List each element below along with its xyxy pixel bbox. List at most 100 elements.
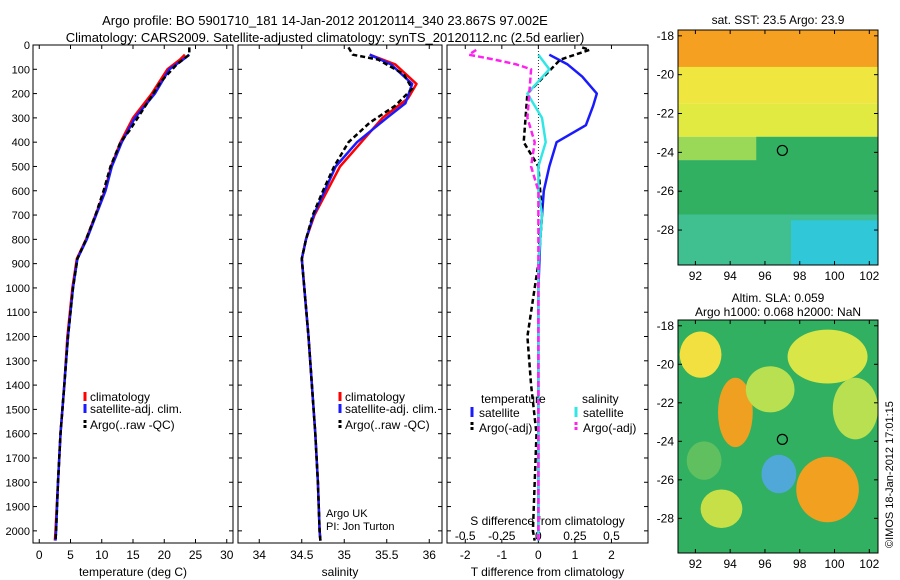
sla_map-ytick-label: -22 xyxy=(657,396,675,410)
depth-tick-label: 0 xyxy=(24,40,30,52)
depth-tick-label: 100 xyxy=(12,64,30,76)
temperature-xtick-label: 20 xyxy=(158,548,172,562)
sla_map-ytick-label: -18 xyxy=(657,319,675,333)
sst_map-xtick-label: 96 xyxy=(758,269,772,283)
sst_map-argo-location-marker xyxy=(776,144,788,157)
sla_map-ytick-label: -26 xyxy=(657,473,675,487)
sst_map-ytick-label: -24 xyxy=(657,145,675,159)
sst_map-ytick-label: -18 xyxy=(657,29,675,43)
salinity-diff-tick-label: -0.5 xyxy=(455,529,476,543)
depth-tick-label: 500 xyxy=(12,161,30,173)
depth-tick-label: 1000 xyxy=(6,283,30,295)
difference-legend-title: temperature xyxy=(481,392,546,406)
temperature-xtick-label: 0 xyxy=(36,548,43,562)
salinity-xtick-label: 34.5 xyxy=(290,548,314,562)
sst_map-region xyxy=(678,103,878,137)
depth-tick-label: 1600 xyxy=(6,429,30,441)
depth-tick-label: 800 xyxy=(12,234,30,246)
salinity-xlabel: salinity xyxy=(322,565,359,579)
difference-legend-label: satellite xyxy=(479,406,520,420)
sla_map-title: Altim. SLA: 0.059 xyxy=(732,291,825,305)
sst_map-region xyxy=(791,220,878,265)
difference-axes-box xyxy=(446,44,649,544)
depth-tick-label: 1800 xyxy=(6,477,30,489)
sla_map-xtick-label: 96 xyxy=(758,557,772,571)
sla_map-anomaly-blob xyxy=(686,441,722,480)
sla_map-ytick-label: -24 xyxy=(657,434,675,448)
sla_map-anomaly-blob xyxy=(787,329,868,384)
difference-legend-label: Argo(-adj) xyxy=(583,421,636,435)
salinity-series-climatology xyxy=(300,53,418,541)
sla_map-xtick-label: 94 xyxy=(723,557,737,571)
sla_map-ytick-label: -28 xyxy=(657,511,675,525)
sla_map-xtick-label: 92 xyxy=(689,557,703,571)
sst_map-xtick-label: 92 xyxy=(689,269,703,283)
sla_map-ytick-label: -20 xyxy=(657,357,675,371)
difference-legend-label: satellite xyxy=(583,406,624,420)
salinity-diff-tick-label: 0.5 xyxy=(603,529,620,543)
sst_map-axes-box xyxy=(677,29,879,266)
title-line-2: Climatology: CARS2009. Satellite-adjuste… xyxy=(66,30,585,45)
depth-tick-label: 300 xyxy=(12,113,30,125)
sla_map-anomaly-blob xyxy=(745,366,795,413)
temperature-legend-label: satellite-adj. clim. xyxy=(90,402,182,416)
depth-tick-label: 1300 xyxy=(6,356,30,368)
temperature-xlabel: temperature (deg C) xyxy=(79,565,187,579)
sla_map-subtitle: Argo h1000: 0.068 h2000: NaN xyxy=(695,305,861,319)
temperature-xtick-label: 5 xyxy=(67,548,74,562)
depth-tick-label: 200 xyxy=(12,89,30,101)
sst_map-ytick-label: -22 xyxy=(657,107,675,121)
difference-series-salinity-argo-adj- xyxy=(467,48,540,541)
sst_map-ytick-label: -20 xyxy=(657,68,675,82)
depth-tick-label: 1700 xyxy=(6,453,30,465)
sst_map-xtick-label: 102 xyxy=(859,269,879,283)
annotation-line-2: PI: Jon Turton xyxy=(326,521,394,533)
depth-tick-label: 1500 xyxy=(6,404,30,416)
depth-tick-label: 2000 xyxy=(6,526,30,538)
depth-tick-label: 1900 xyxy=(6,502,30,514)
difference-series-temperature-satellite xyxy=(537,53,599,541)
salinity-xtick-label: 36 xyxy=(423,548,437,562)
sla_map-axes-box xyxy=(677,319,879,554)
temperature-xtick-label: 25 xyxy=(189,548,203,562)
temperature-series-satellite-adj-clim- xyxy=(54,53,191,541)
sst_map-image xyxy=(678,30,878,265)
sst_map-region xyxy=(678,30,878,67)
sla_map-anomaly-blob xyxy=(679,331,722,378)
temperature-series-argo-raw-qc- xyxy=(54,47,191,541)
sst_map-xtick-label: 94 xyxy=(723,269,737,283)
sla_map-argo-location-marker xyxy=(776,433,788,445)
depth-tick-label: 1400 xyxy=(6,380,30,392)
sla_map-xtick-label: 102 xyxy=(859,557,879,571)
salinity-diff-tick-label: 0.25 xyxy=(563,529,587,543)
sla_map-xtick-label: 100 xyxy=(825,557,845,571)
sst_map-xtick-label: 98 xyxy=(793,269,807,283)
sst_map-xtick-label: 100 xyxy=(825,269,845,283)
temperature-legend-label: climatology xyxy=(90,390,150,404)
sla_map-anomaly-blob xyxy=(718,377,753,448)
difference-legend-label: Argo(-adj) xyxy=(479,421,532,435)
credit-text: ©IMOS 18-Jan-2012 17:01:15 xyxy=(884,401,896,548)
sst_map-region xyxy=(678,160,878,221)
depth-tick-label: 400 xyxy=(12,137,30,149)
salinity-diff-tick-label: -0.25 xyxy=(488,529,516,543)
difference-xtick-label: 2 xyxy=(608,548,615,562)
sst_map-ytick-label: -28 xyxy=(657,223,675,237)
sla_map-anomaly-blob xyxy=(761,454,797,494)
annotation-line-1: Argo UK xyxy=(326,508,368,520)
salinity-xtick-label: 34 xyxy=(253,548,267,562)
salinity-xtick-label: 35.5 xyxy=(375,548,399,562)
difference-xtick-label: -1 xyxy=(496,548,507,562)
salinity-legend-label: satellite-adj. clim. xyxy=(345,402,437,416)
temperature-xtick-label: 10 xyxy=(95,548,109,562)
salinity-axes-box xyxy=(237,44,443,544)
salinity-series-argo-raw-qc- xyxy=(300,46,414,541)
sst_map-ytick-label: -26 xyxy=(657,184,675,198)
difference-series-temperature-argo-adj- xyxy=(522,46,591,541)
salinity-xtick-label: 35 xyxy=(338,548,352,562)
sla_map-anomaly-blob xyxy=(700,489,743,528)
difference-xtick-label: 0 xyxy=(535,548,542,562)
temperature-series-climatology xyxy=(53,53,186,541)
sla_map-anomaly-blob xyxy=(832,377,878,440)
